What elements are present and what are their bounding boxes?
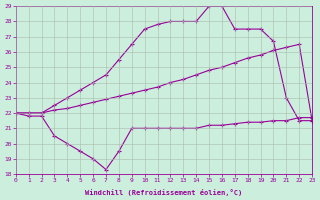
X-axis label: Windchill (Refroidissement éolien,°C): Windchill (Refroidissement éolien,°C) [85, 189, 243, 196]
